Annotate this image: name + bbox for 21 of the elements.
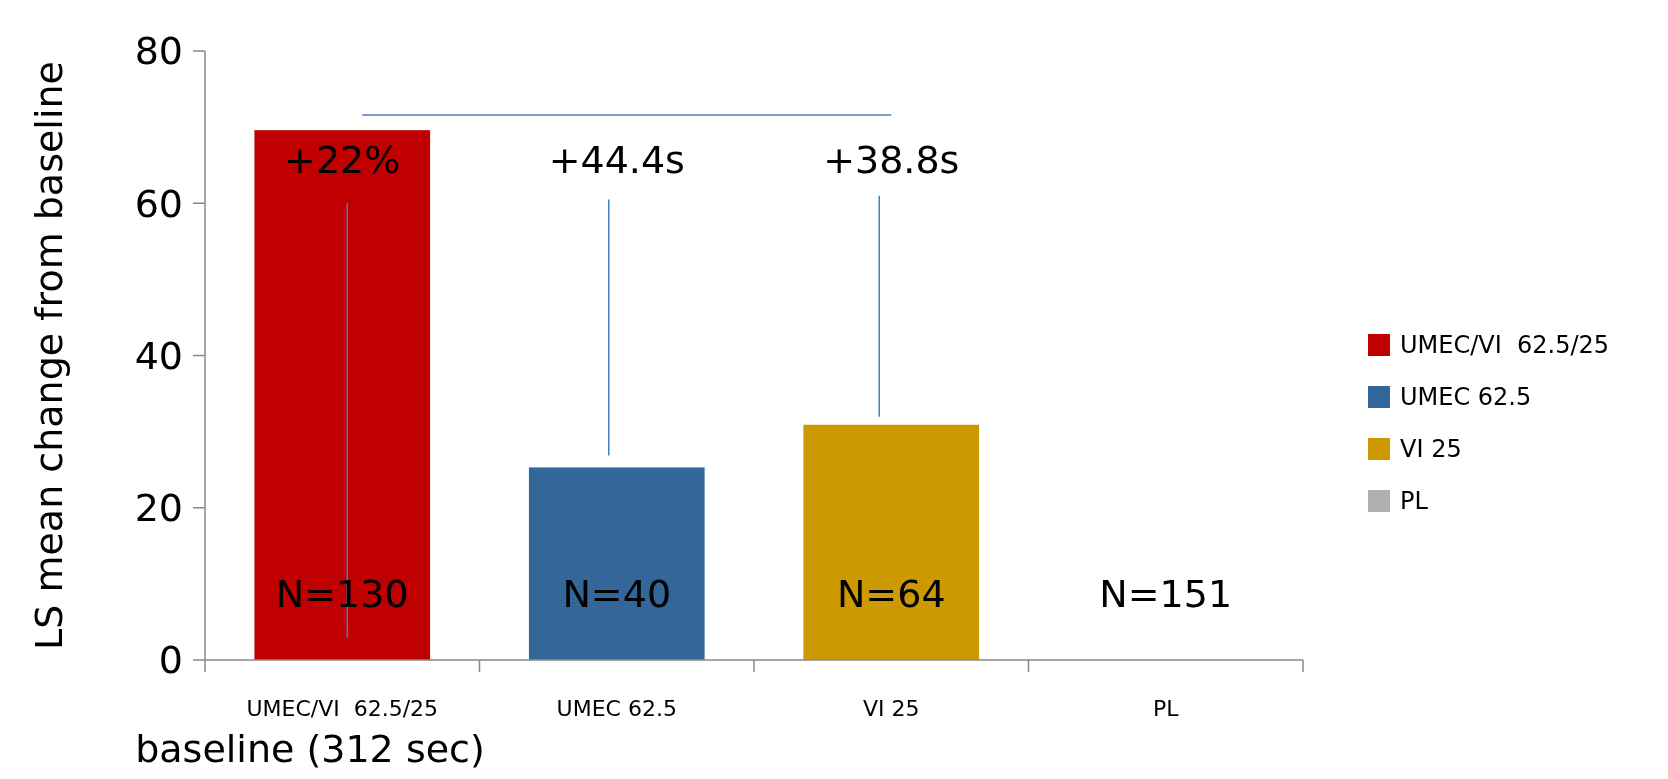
legend-label: UMEC/VI 62.5/25 [1400, 331, 1610, 360]
y-axis-title: LS mean change from baseline [27, 61, 71, 650]
legend-label: VI 25 [1400, 435, 1462, 464]
y-tick-label: 40 [134, 333, 183, 378]
y-tick-label: 80 [134, 29, 183, 74]
annotation: N=64 [836, 571, 946, 616]
annotation: N=40 [562, 571, 672, 616]
annotation: +44.4s [548, 137, 685, 182]
annotation: +22% [284, 137, 401, 182]
x-axis-title: baseline (312 sec) [135, 727, 485, 771]
y-tick-label: 60 [134, 181, 183, 226]
annotation: +38.8s [823, 137, 960, 182]
legend-label: PL [1400, 487, 1429, 516]
x-tick-label: UMEC 62.5 [556, 696, 677, 721]
legend-label: UMEC 62.5 [1400, 383, 1532, 412]
x-tick-label: VI 25 [862, 696, 920, 721]
annotation: N=151 [1099, 571, 1233, 616]
x-tick-label: UMEC/VI 62.5/25 [246, 696, 439, 721]
y-tick-label: 20 [134, 486, 183, 531]
y-tick-label: 0 [158, 638, 183, 683]
x-tick-label: PL [1152, 696, 1180, 721]
